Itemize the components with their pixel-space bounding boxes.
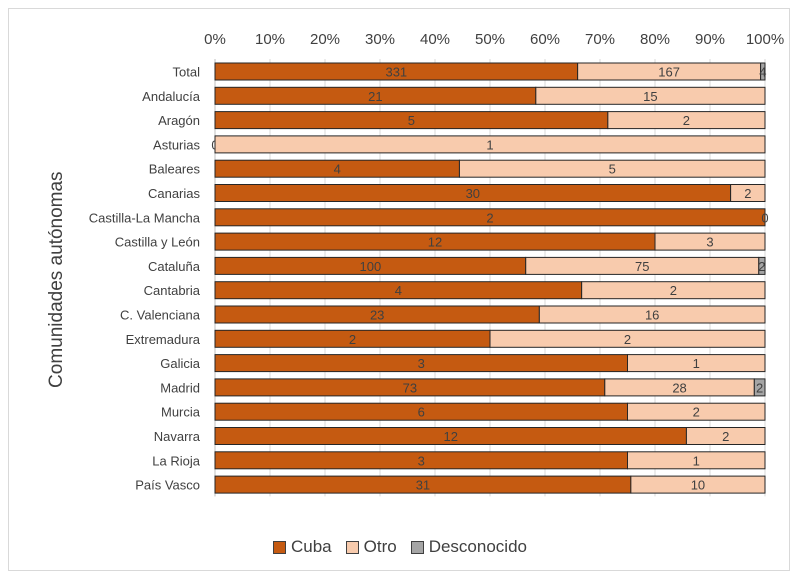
data-label: 4: [759, 65, 766, 80]
bar-segment: [627, 354, 766, 373]
bar-segment: [758, 256, 766, 275]
bar-segment: [607, 111, 766, 130]
data-label: 23: [370, 308, 384, 323]
data-label: 10: [691, 478, 705, 493]
category-label: Baleares: [149, 162, 201, 177]
category-label: Castilla y León: [115, 235, 200, 250]
data-label: 12: [443, 429, 457, 444]
data-label: 16: [645, 308, 659, 323]
category-label: Andalucía: [142, 89, 201, 104]
legend-label-desconocido: Desconocido: [428, 537, 527, 556]
category-label: Madrid: [160, 380, 200, 395]
data-label: 3: [418, 356, 425, 371]
data-label: 2: [756, 380, 763, 395]
legend-item-cuba: Cuba: [273, 537, 332, 557]
x-tick-label: 60%: [530, 31, 560, 48]
data-label: 2: [670, 283, 677, 298]
category-label: Extremadura: [126, 332, 201, 347]
data-label: 3: [418, 453, 425, 468]
category-label: Cantabria: [144, 283, 201, 298]
x-tick-label: 40%: [420, 31, 450, 48]
data-label: 73: [403, 380, 417, 395]
x-tick-label: 80%: [640, 31, 670, 48]
x-tick-label: 30%: [365, 31, 395, 48]
x-tick-label: 0%: [204, 31, 226, 48]
category-label: Total: [173, 65, 201, 80]
data-label: 31: [416, 478, 430, 493]
category-label: Navarra: [154, 429, 201, 444]
legend-swatch-desconocido: [410, 540, 424, 554]
data-label: 5: [408, 113, 415, 128]
category-label: Cataluña: [148, 259, 201, 274]
x-tick-label: 100%: [746, 31, 784, 48]
bar-segment: [730, 184, 766, 202]
x-tick-label: 50%: [475, 31, 505, 48]
x-tick-label: 70%: [585, 31, 615, 48]
category-label: Aragón: [158, 113, 200, 128]
x-tick-label: 10%: [255, 31, 285, 48]
data-label: 2: [722, 429, 729, 444]
legend-swatch-otro: [345, 540, 359, 554]
data-label: 12: [428, 235, 442, 250]
bar-segment: [654, 232, 766, 251]
bar-segment: [581, 281, 766, 300]
category-label: Castilla-La Mancha: [89, 210, 201, 225]
x-tick-label: 90%: [695, 31, 725, 48]
data-label: 0: [761, 210, 768, 225]
data-label: 2: [624, 332, 631, 347]
category-label: Galicia: [160, 356, 201, 371]
legend-label-otro: Otro: [363, 537, 397, 556]
data-label: 3: [706, 235, 713, 250]
y-axis-title: Comunidades autónomas: [46, 171, 67, 388]
bar-segment: [760, 62, 766, 81]
data-label: 2: [683, 113, 690, 128]
data-label: 167: [658, 65, 680, 80]
bar-segment: [627, 451, 766, 470]
bar-segment: [489, 329, 766, 348]
legend-item-otro: Otro: [345, 537, 397, 557]
data-label: 2: [758, 259, 765, 274]
legend: Cuba Otro Desconocido: [0, 537, 800, 557]
bar-segment: [214, 208, 766, 227]
data-label: 1: [486, 137, 493, 152]
bar-segment: [630, 475, 766, 494]
bar-segment: [753, 378, 766, 397]
category-label: Canarias: [148, 186, 201, 201]
data-label: 30: [466, 186, 480, 201]
bar-segment: [538, 305, 766, 324]
data-label: 2: [693, 405, 700, 420]
bar-segment: [535, 86, 766, 105]
legend-label-cuba: Cuba: [291, 537, 332, 556]
data-label: 1: [693, 356, 700, 371]
data-label: 28: [672, 380, 686, 395]
bar-segment: [627, 402, 766, 421]
data-label: 15: [643, 89, 657, 104]
data-label: 100: [360, 259, 382, 274]
bar-segment: [458, 159, 766, 178]
bar-segment: [685, 427, 766, 445]
data-label: 331: [385, 65, 407, 80]
data-label: 2: [744, 186, 751, 201]
data-label: 5: [609, 162, 616, 177]
data-label: 75: [635, 259, 649, 274]
category-label: País Vasco: [135, 478, 200, 493]
category-label: Asturias: [153, 137, 200, 152]
legend-swatch-cuba: [273, 540, 286, 554]
category-label: Murcia: [161, 405, 201, 420]
category-label: La Rioja: [152, 453, 200, 468]
data-label: 4: [334, 162, 341, 177]
legend-item-desconocido: Desconocido: [410, 537, 527, 557]
data-label: 2: [349, 332, 356, 347]
data-label: 1: [693, 453, 700, 468]
data-label: 6: [418, 405, 425, 420]
data-label: 21: [368, 89, 382, 104]
category-label: C. Valenciana: [120, 308, 201, 323]
bar-segment: [214, 135, 766, 154]
x-tick-label: 20%: [310, 31, 340, 48]
data-label: 4: [395, 283, 402, 298]
data-label: 2: [486, 210, 493, 225]
